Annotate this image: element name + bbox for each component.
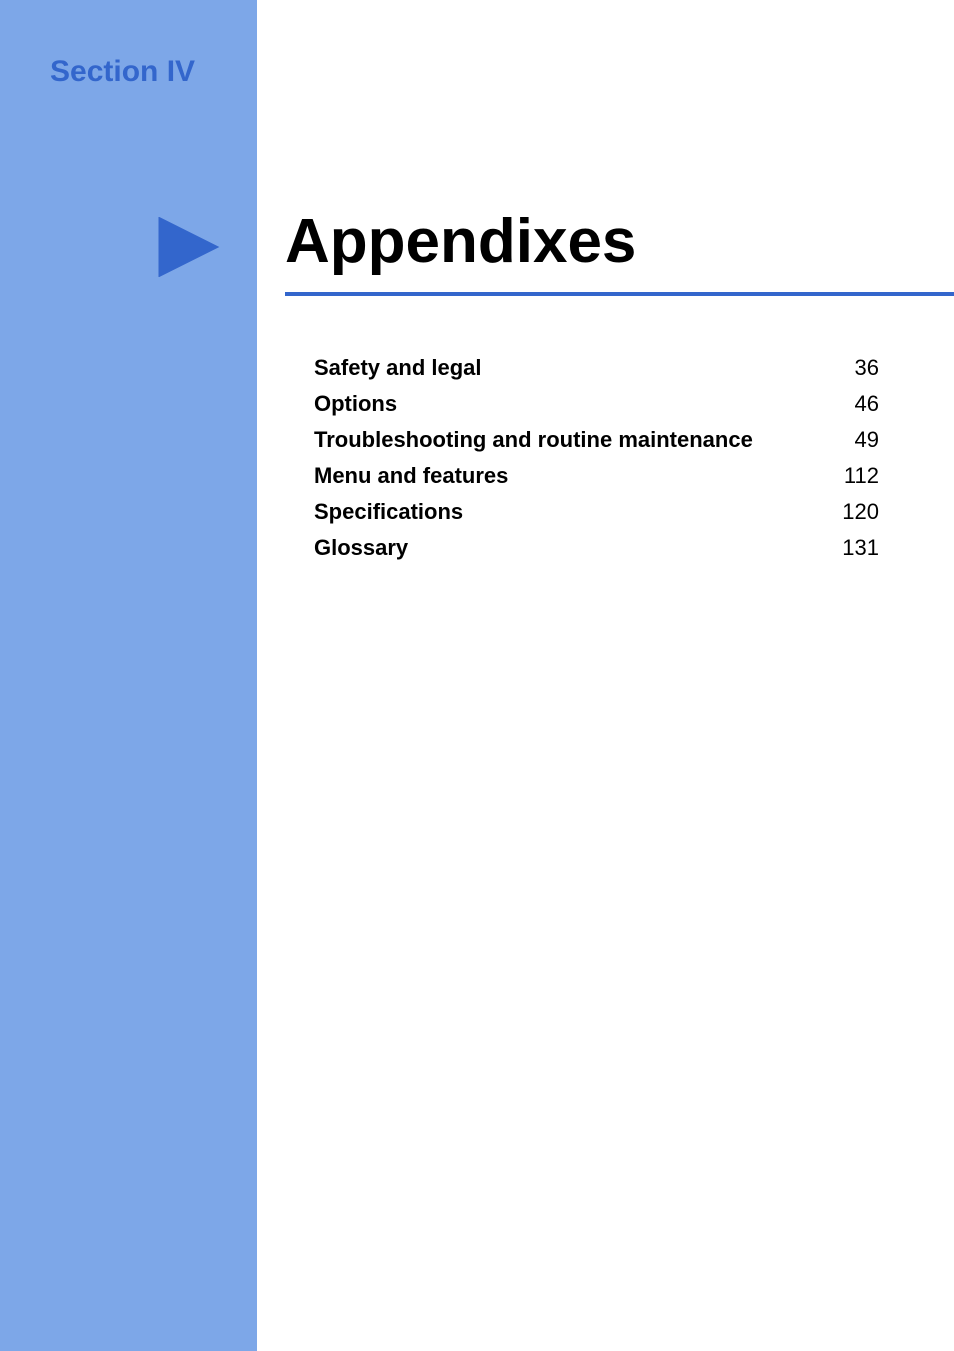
toc-item-title: Specifications [314,494,463,530]
toc-row[interactable]: Menu and features 112 [314,458,879,494]
toc-row[interactable]: Troubleshooting and routine maintenance 4… [314,422,879,458]
toc-row[interactable]: Options 46 [314,386,879,422]
toc-row[interactable]: Glossary 131 [314,530,879,566]
page-title: Appendixes [285,206,636,277]
toc-item-title: Options [314,386,397,422]
toc-item-title: Glossary [314,530,408,566]
title-underline [285,292,954,296]
toc-item-page: 36 [829,350,879,386]
toc-item-page: 49 [829,422,879,458]
triangle-svg [158,217,220,277]
toc-item-page: 131 [829,530,879,566]
toc-item-title: Menu and features [314,458,508,494]
sidebar-panel [0,0,257,1351]
toc-row[interactable]: Specifications 120 [314,494,879,530]
toc-item-page: 120 [829,494,879,530]
toc-item-page: 112 [829,458,879,494]
play-triangle-icon [158,217,220,277]
toc-list: Safety and legal36Options46Troubleshooti… [314,350,879,566]
toc-item-page: 46 [829,386,879,422]
section-label: Section IV [50,55,195,89]
toc-item-title: Safety and legal [314,350,482,386]
toc-row[interactable]: Safety and legal 36 [314,350,879,386]
toc-item-title: Troubleshooting and routine maintenance [314,422,753,458]
